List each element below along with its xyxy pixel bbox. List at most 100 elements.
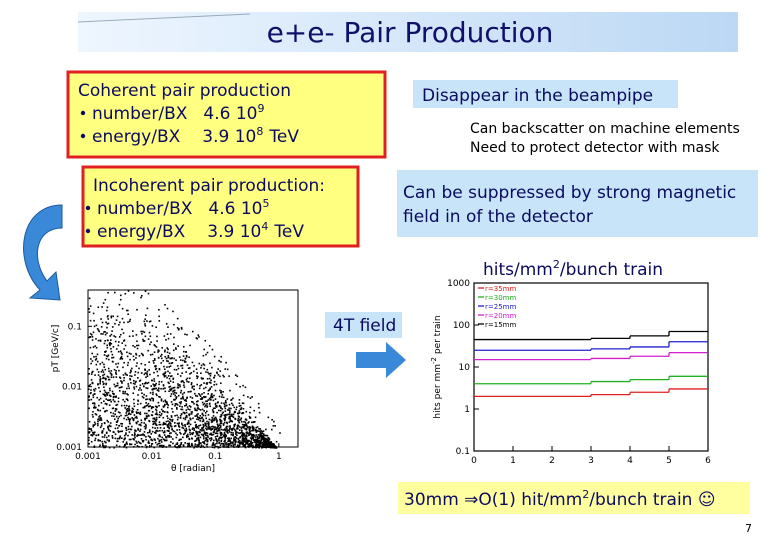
scatter-dot: [168, 372, 171, 374]
scatter-dot: [206, 406, 208, 408]
scatter-dot: [260, 432, 262, 435]
scatter-dot: [192, 427, 194, 429]
scatter-dot: [240, 442, 243, 445]
scatter-dot: [160, 357, 163, 360]
scatter-dot: [101, 423, 103, 425]
scatter-dot: [166, 347, 169, 349]
scatter-dot: [212, 442, 215, 444]
scatter-dot: [169, 385, 172, 388]
scatter-dot: [193, 402, 195, 405]
scatter-dot: [264, 434, 267, 437]
scatter-dot: [144, 364, 146, 366]
scatter-dot: [114, 340, 117, 343]
scatter-dot: [143, 393, 145, 396]
scatter-dot: [171, 418, 174, 421]
scatter-dot: [268, 441, 270, 443]
scatter-dot: [123, 434, 126, 437]
scatter-dot: [151, 397, 153, 399]
scatter-dot: [174, 445, 176, 447]
scatter-dot: [170, 415, 173, 417]
scatter-dot: [217, 409, 220, 412]
scatter-dot: [231, 402, 233, 405]
scatter-dot: [120, 352, 123, 354]
scatter-dot: [115, 396, 118, 398]
scatter-dot: [164, 350, 166, 353]
scatter-dot: [110, 342, 113, 345]
scatter-dot: [230, 420, 233, 422]
scatter-dot: [183, 411, 186, 414]
scatter-dot: [165, 403, 168, 405]
scatter-dot: [209, 374, 212, 377]
scatter-dot: [140, 296, 142, 299]
scatter-dot: [208, 423, 210, 425]
scatter-dot: [214, 407, 216, 410]
scatter-dot: [134, 371, 137, 373]
scatter-dot: [254, 439, 256, 442]
scatter-dot: [114, 427, 117, 430]
scatter-dot: [244, 437, 246, 439]
scatter-dot: [158, 315, 160, 318]
scatter-dot: [201, 434, 204, 436]
scatter-dot: [191, 330, 194, 333]
scatter-dot: [266, 443, 268, 445]
scatter-dot: [248, 415, 251, 418]
scatter-dot: [209, 388, 211, 390]
scatter-dot: [163, 365, 165, 368]
scatter-dot: [261, 435, 263, 438]
scatter-dot: [125, 418, 128, 421]
scatter-dot: [166, 415, 169, 417]
scatter-dot: [132, 292, 135, 294]
scatter-dot: [194, 443, 197, 446]
scatter-dot: [204, 404, 207, 407]
scatter-dot: [108, 370, 110, 372]
scatter-dot: [219, 431, 222, 434]
scatter-dot: [116, 440, 119, 443]
scatter-dot: [225, 404, 227, 407]
scatter-dot: [242, 444, 245, 447]
scatter-dot: [234, 430, 237, 432]
scatter-dot: [194, 445, 196, 447]
scatter-dot: [237, 441, 239, 444]
scatter-dot: [196, 409, 198, 412]
y-tick-label: 1000: [447, 279, 470, 289]
scatter-dot: [191, 387, 194, 389]
scatter-dot: [130, 369, 132, 372]
scatter-dot: [167, 423, 170, 425]
scatter-dot: [216, 423, 219, 425]
scatter-dot: [203, 348, 205, 351]
scatter-dot: [106, 419, 109, 422]
scatter-dot: [238, 411, 241, 414]
scatter-dot: [164, 355, 167, 358]
scatter-dot: [235, 440, 237, 443]
scatter-dot: [161, 444, 163, 447]
scatter-dot: [228, 438, 230, 441]
scatter-dot: [172, 343, 175, 345]
scatter-dot: [119, 321, 121, 324]
scatter-dot: [145, 387, 148, 389]
scatter-dot: [115, 444, 118, 447]
scatter-dot: [158, 416, 161, 419]
scatter-dot: [107, 291, 109, 294]
scatter-dot: [220, 434, 222, 437]
scatter-dot: [256, 435, 259, 438]
scatter-dot: [244, 438, 246, 440]
scatter-dot: [144, 444, 147, 446]
scatter-dot: [220, 390, 222, 392]
scatter-dot: [254, 428, 257, 431]
scatter-dot: [265, 428, 267, 431]
scatter-dot: [126, 374, 128, 376]
scatter-dot: [264, 443, 267, 445]
scatter-dot: [255, 444, 258, 446]
scatter-dot: [213, 394, 215, 397]
scatter-dot: [170, 441, 172, 443]
scatter-dot: [153, 418, 156, 420]
scatter-dot: [192, 401, 194, 403]
scatter-dot: [238, 445, 241, 447]
scatter-dot: [151, 442, 154, 445]
scatter-dot: [189, 433, 192, 436]
scatter-dot: [137, 377, 139, 379]
scatter-dot: [172, 430, 175, 432]
scatter-dot: [245, 424, 248, 427]
scatter-dot: [185, 351, 187, 353]
scatter-dot: [96, 353, 99, 356]
